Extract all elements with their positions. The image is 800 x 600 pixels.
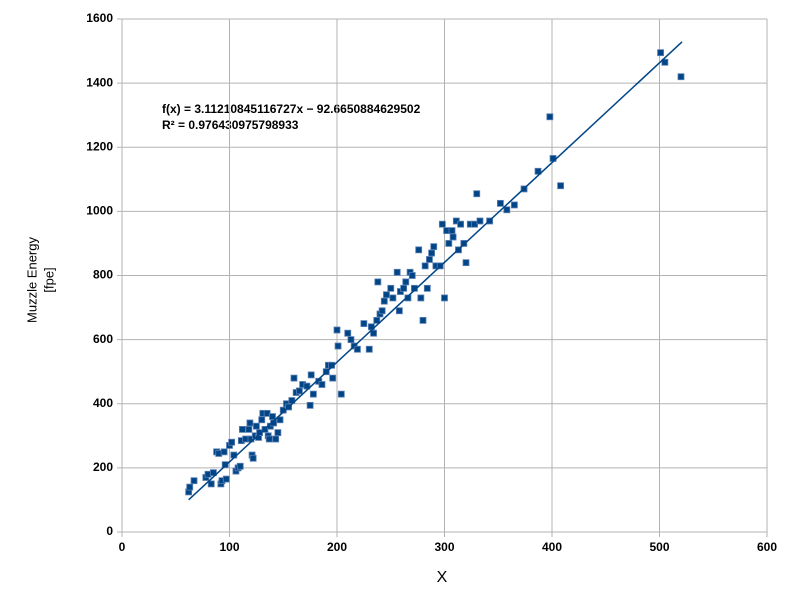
data-point [222,475,230,483]
data-point [476,217,484,225]
data-point [449,233,457,241]
data-point [365,345,373,353]
y-axis-label: [fpe] [41,267,56,292]
y-tick-label: 400 [93,396,113,410]
data-point [387,284,395,292]
data-point [534,167,542,175]
data-point [252,422,260,430]
data-point [380,297,388,305]
data-point [430,243,438,251]
data-point [207,480,215,488]
x-tick-label: 0 [119,540,126,554]
x-tick-label: 100 [219,540,239,554]
data-point [423,284,431,292]
data-point [370,329,377,337]
data-point [238,425,246,433]
data-point [269,413,276,420]
data-point [309,390,317,398]
data-point [347,336,355,344]
y-tick-label: 600 [93,332,113,346]
y-tick-label: 1000 [86,204,113,218]
data-point [334,342,342,350]
data-point [400,284,408,292]
y-tick-label: 1400 [86,75,113,89]
trendline-equation: f(x) = 3.11210845116727x − 92.6650884629… [162,102,421,116]
data-point [186,483,194,491]
data-point [402,278,410,286]
data-point [389,294,397,302]
data-point [274,429,282,437]
trendline [188,41,683,501]
data-point [307,371,315,379]
data-point [378,307,386,315]
x-tick-label: 600 [757,540,777,554]
data-point [245,425,253,433]
y-tick-label: 1600 [86,11,113,25]
data-point [209,469,217,477]
data-point [438,220,446,228]
data-point [457,220,465,228]
data-point [546,113,554,121]
data-point [318,381,326,388]
data-point [190,477,198,485]
data-point [415,246,423,254]
trendline-r2: R² = 0.976430975798933 [162,118,299,132]
data-point [265,435,273,443]
data-point [272,435,280,443]
data-point [373,316,381,324]
data-point [462,259,470,267]
data-point [228,438,236,446]
data-point [557,182,564,190]
data-point [445,240,453,247]
data-point [441,294,448,302]
data-point [419,316,427,324]
data-point [333,326,341,334]
data-point [421,262,429,270]
data-point [329,374,337,382]
data-point [661,58,669,66]
data-point [426,256,433,263]
data-point [306,401,314,409]
x-tick-label: 200 [327,540,347,554]
data-point [374,278,382,286]
data-point [395,307,403,315]
data-point [393,268,401,276]
data-point [221,461,229,469]
x-tick-label: 500 [649,540,669,554]
data-point [344,329,352,337]
data-point [408,272,416,279]
x-tick-label: 300 [434,540,454,554]
y-tick-label: 1200 [86,139,113,153]
y-tick-label: 800 [93,268,113,282]
data-point [404,294,412,302]
x-axis-label: X [437,569,448,586]
data-point [360,320,368,327]
data-point [290,374,298,382]
data-point [295,387,303,395]
data-point [657,49,664,57]
y-axis-label: Muzzle Energy [24,237,39,323]
data-point [473,190,481,198]
data-point [236,462,244,470]
data-point [249,454,257,462]
data-point [496,199,504,207]
x-tick-label: 400 [542,540,562,554]
data-point [337,390,345,398]
data-point [428,249,436,257]
data-point [246,419,254,427]
data-point [276,416,284,424]
data-point [258,416,266,424]
data-point [510,201,518,209]
data-point [503,206,511,214]
data-point [383,291,390,299]
data-point [220,448,228,456]
y-tick-label: 0 [106,524,113,538]
data-point [677,73,685,81]
data-point [417,294,425,302]
y-tick-label: 200 [93,460,113,474]
data-point [448,227,456,235]
data-point [354,345,361,353]
